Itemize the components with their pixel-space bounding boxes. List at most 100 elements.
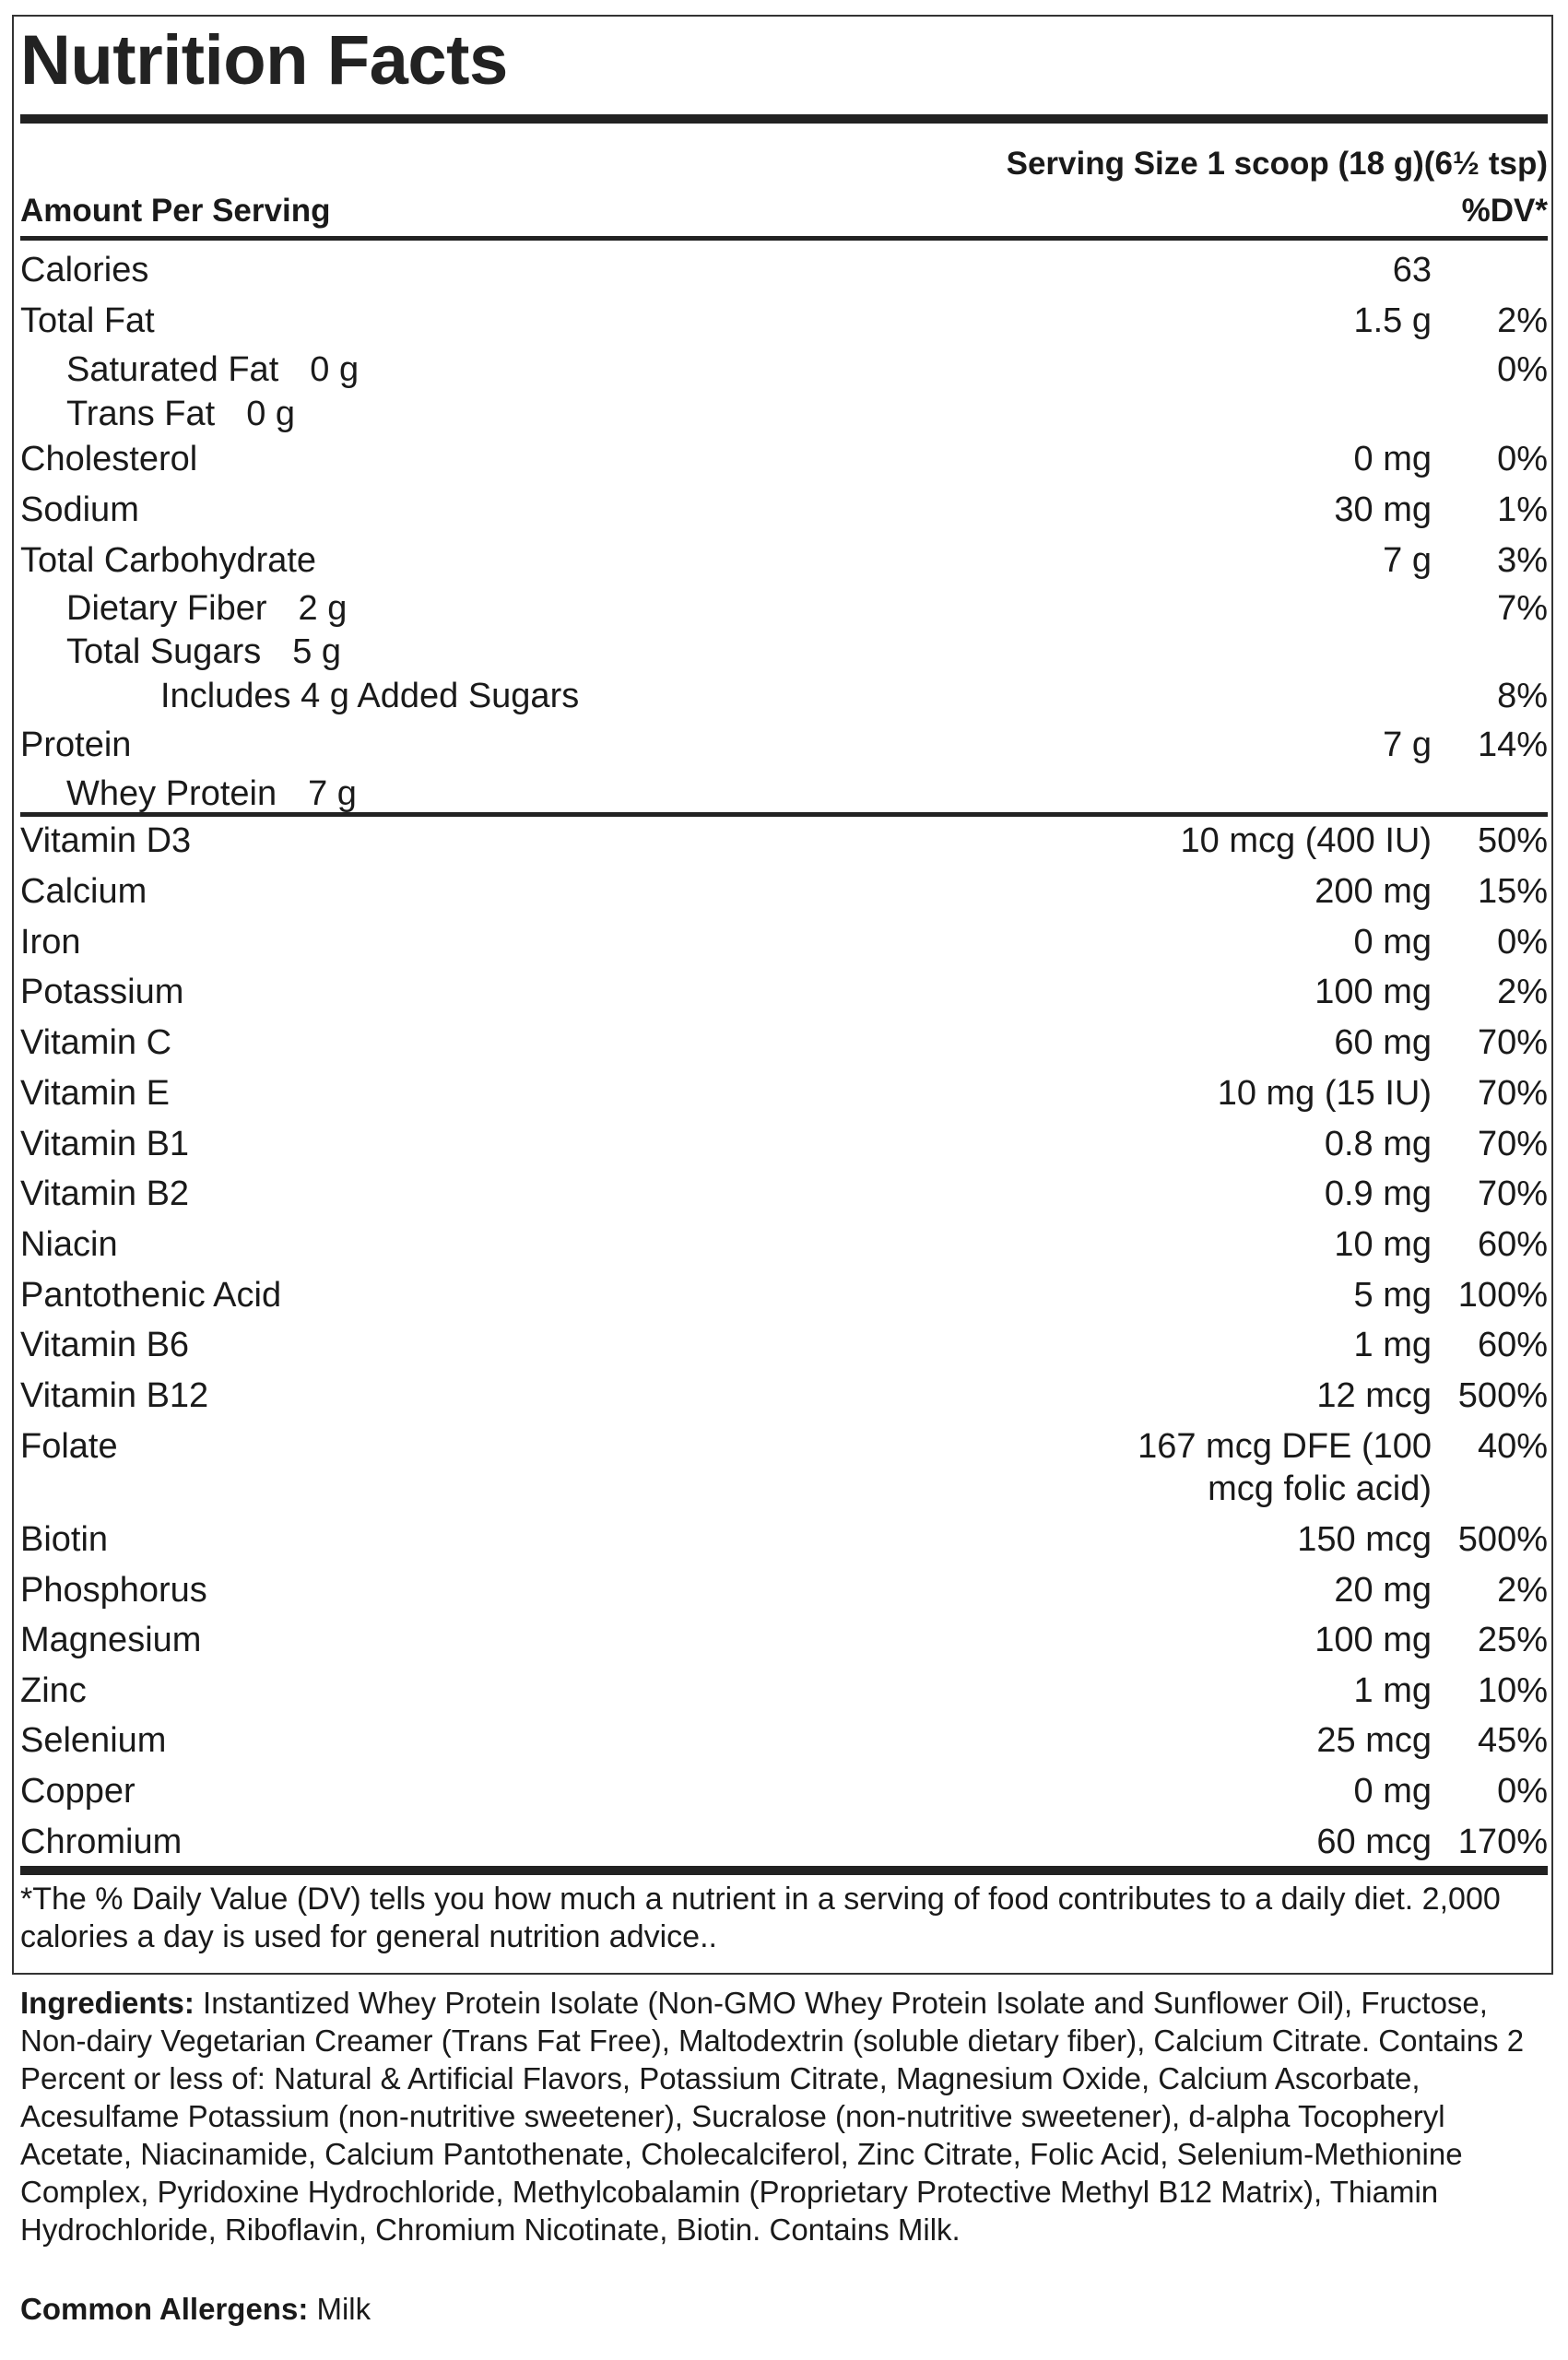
nutrient-name: Whey Protein 7 g [66,773,357,815]
nutrient-amount-line: 100 mg [1315,973,1432,1011]
nutrient-amount-line: 200 mg [1315,872,1432,911]
ingredients-label: Ingredients: [20,1986,195,2020]
nutrient-name-text: Sodium [20,490,139,529]
nutrient-daily-value: 1% [1497,490,1548,529]
nutrient-amount: 10 mg (15 IU) [1218,1072,1432,1115]
nutrition-label [12,15,1553,1975]
nutrient-amount-line: mcg folic acid) [1208,1469,1432,1508]
nutrient-amount-line: 100 mg [1315,1621,1432,1659]
nutrient-daily-value: 0% [1497,440,1548,478]
nutrient-name: Vitamin E [20,1074,170,1113]
nutrient-amount: 1 mg [1354,1324,1432,1366]
nutrient-daily-value: 60% [1477,1225,1548,1264]
nutrient-amount: 20 mg [1334,1569,1432,1611]
nutrient-amount: 60 mcg [1316,1821,1432,1863]
nutrient-name-text: Total Carbohydrate [20,541,317,580]
nutrient-name: Dietary Fiber 2 g [66,587,347,630]
nutrient-amount: 7 g [308,774,357,813]
nutrient-daily-value: 500% [1457,1520,1548,1559]
nutrient-daily-value: 100% [1457,1276,1548,1315]
nutrient-name: Folate [20,1427,118,1466]
nutrient-amount-line: 167 mcg DFE (100 [1138,1427,1432,1466]
nutrient-daily-value: 45% [1477,1721,1548,1760]
serving-size: Serving Size 1 scoop (18 g)(6½ tsp) [1006,146,1548,182]
nutrient-name-text: Saturated Fat [66,350,279,389]
nutrient-name: Cholesterol [20,438,197,480]
nutrient-amount: 7 g [1383,541,1432,580]
ingredients-text: Ingredients: Instantized Whey Protein Is… [20,1984,1546,2248]
allergens-text: Common Allergens: Milk [20,2290,371,2328]
nutrient-amount-line: 0 mg [1353,1772,1432,1811]
nutrient-name: Magnesium [20,1621,202,1659]
amount-per-serving: Amount Per Serving [20,193,331,229]
nutrient-amount-line: 12 mcg [1316,1376,1432,1415]
nutrient-amount: 63 [1392,251,1432,289]
nutrient-name: Vitamin B12 [20,1376,209,1415]
nutrient-name-text: Trans Fat [66,395,216,433]
nutrient-name-text: Protein [20,726,132,764]
nutrient-name: Biotin [20,1520,109,1559]
nutrient-amount-line: 10 mg (15 IU) [1217,1074,1432,1113]
nutrient-amount: 100 mg [1315,971,1432,1013]
nutrient-amount: 0 mg [1353,440,1432,478]
nutrient-name: Vitamin C [20,1023,172,1062]
nutrient-name: Pantothenic Acid [20,1276,282,1315]
footnote-rule [20,1866,1548,1875]
nutrient-amount: 100 mg [1315,1619,1432,1661]
label-title: Nutrition Facts [20,21,508,100]
nutrient-daily-value: 70% [1477,1174,1548,1213]
nutrient-amount: 10 mcg (400 IU) [1181,820,1432,862]
nutrient-amount-line: 10 mg [1334,1225,1432,1264]
nutrient-daily-value: 25% [1477,1621,1548,1659]
nutrient-daily-value: 50% [1477,821,1548,860]
nutrient-amount-line: 1 mg [1353,1326,1432,1364]
nutrient-amount-line: 0 mg [1353,923,1432,962]
allergens-label: Common Allergens: [20,2292,309,2326]
nutrient-name: Protein [20,724,131,766]
nutrient-name-text: Dietary Fiber [66,589,267,628]
nutrient-amount: 30 mg [1334,490,1432,529]
nutrient-daily-value: 7% [1497,589,1548,628]
nutrient-name: Vitamin D3 [20,821,192,860]
nutrient-name: Copper [20,1772,136,1811]
nutrient-name-text: Calories [20,251,149,289]
nutrient-name: Total Sugars 5 g [66,631,341,673]
nutrient-amount: 0.9 mg [1325,1173,1432,1215]
nutrient-amount: 60 mg [1334,1021,1432,1064]
nutrient-daily-value: 10% [1477,1671,1548,1710]
nutrient-amount: 0 g [246,395,296,433]
nutrient-name: Zinc [20,1671,87,1710]
nutrient-name-text: Whey Protein [66,774,277,813]
nutrient-daily-value: 15% [1477,872,1548,911]
nutrient-amount: 150 mcg [1297,1518,1432,1561]
nutrient-amount: 0.8 mg [1325,1123,1432,1165]
nutrient-name: Calories [20,249,148,291]
nutrient-amount-line: 0.8 mg [1324,1125,1432,1163]
nutrient-amount: 167 mcg DFE (100 mcg folic acid) [1138,1425,1432,1510]
nutrient-daily-value: 0% [1497,1772,1548,1811]
daily-value-footnote: *The % Daily Value (DV) tells you how mu… [20,1882,1501,1954]
allergens-list: Milk [308,2292,371,2326]
nutrient-amount: 5 g [292,632,342,671]
nutrient-name: Iron [20,923,81,962]
nutrient-amount-line: 60 mg [1334,1023,1432,1062]
nutrient-amount: 7 g [1383,726,1432,764]
nutrient-daily-value: 2% [1497,301,1548,340]
nutrient-name: Phosphorus [20,1571,207,1610]
nutrient-name: Saturated Fat 0 g [66,348,359,391]
nutrient-amount: 0 mg [1354,1770,1432,1812]
nutrient-amount: 1.5 g [1353,301,1432,340]
nutrient-daily-value: 500% [1457,1376,1548,1415]
nutrient-name: Trans Fat 0 g [66,393,295,435]
macro-divider-rule [20,812,1548,817]
nutrient-name-text: Cholesterol [20,440,198,478]
nutrient-amount: 2 g [298,589,348,628]
nutrient-daily-value: 70% [1477,1125,1548,1163]
nutrient-name: Includes 4 g Added Sugars [160,675,579,717]
nutrient-name: Niacin [20,1225,118,1264]
nutrient-name: Total Fat [20,300,155,342]
nutrient-name: Vitamin B6 [20,1326,190,1364]
header-rule [20,236,1548,241]
nutrient-amount: 0 mg [1354,921,1432,963]
